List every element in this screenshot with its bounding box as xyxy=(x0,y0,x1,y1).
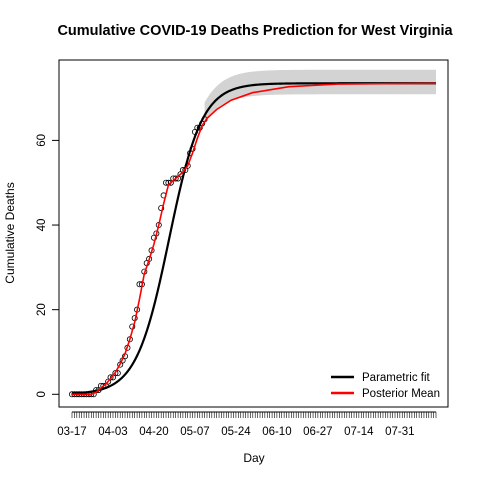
x-tick-label: 06-27 xyxy=(303,426,332,438)
x-tick-label: 05-07 xyxy=(180,426,209,438)
x-tick-label: 05-24 xyxy=(221,426,251,438)
observed-point xyxy=(107,374,114,381)
legend: Parametric fit Posterior Mean xyxy=(331,372,440,400)
observed-point xyxy=(158,205,165,212)
plot-frame xyxy=(58,59,449,408)
x-tick-label: 04-20 xyxy=(139,426,168,438)
x-tick-label: 04-03 xyxy=(98,426,127,438)
legend-label-posterior-mean: Posterior Mean xyxy=(362,388,440,400)
observed-point xyxy=(172,175,179,182)
x-axis: 03-17 04-03 04-20 05-07 05-24 06-10 06-27 07-14… xyxy=(57,411,437,438)
x-tick-label: 06-10 xyxy=(262,426,291,438)
legend-label-parametric-fit: Parametric fit xyxy=(362,372,431,384)
x-tick-label: 07-14 xyxy=(344,426,374,438)
y-tick-label: 20 xyxy=(36,303,48,316)
y-axis: 0 20 40 60 xyxy=(36,134,60,398)
confidence-band xyxy=(204,69,436,122)
observed-point xyxy=(112,370,119,377)
y-tick-label: 40 xyxy=(36,219,48,232)
chart-title: Cumulative COVID-19 Deaths Prediction fo… xyxy=(57,23,453,39)
x-axis-label: Day xyxy=(243,451,264,465)
plot-area xyxy=(69,69,437,398)
x-tick-label: 03-17 xyxy=(57,426,86,438)
x-tick-label: 07-31 xyxy=(385,426,414,438)
posterior-mean-line xyxy=(72,82,437,396)
y-axis-label: Cumulative Deaths xyxy=(3,182,17,283)
y-tick-label: 60 xyxy=(36,134,48,147)
y-tick-label: 0 xyxy=(36,391,48,397)
